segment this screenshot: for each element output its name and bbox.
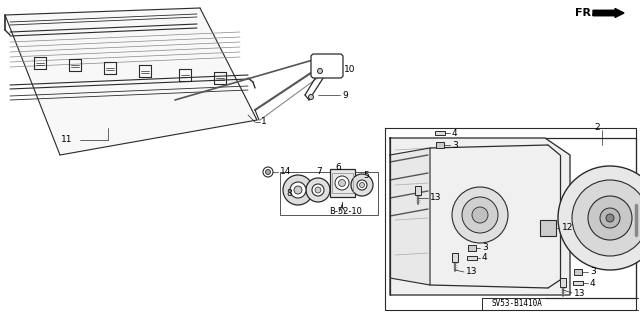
Bar bbox=[330, 169, 355, 197]
Text: 5: 5 bbox=[363, 170, 369, 180]
Text: 13: 13 bbox=[430, 194, 442, 203]
Circle shape bbox=[335, 176, 349, 190]
Bar bbox=[435, 131, 445, 135]
Text: 3: 3 bbox=[590, 268, 596, 277]
FancyArrow shape bbox=[593, 9, 624, 18]
Text: 1: 1 bbox=[261, 117, 267, 127]
Circle shape bbox=[266, 169, 271, 174]
Circle shape bbox=[600, 208, 620, 228]
Text: 10: 10 bbox=[344, 65, 355, 75]
Text: FR.: FR. bbox=[575, 8, 595, 18]
Circle shape bbox=[452, 187, 508, 243]
Circle shape bbox=[462, 197, 498, 233]
Bar bbox=[468, 245, 476, 251]
Circle shape bbox=[357, 180, 367, 190]
Bar bbox=[574, 269, 582, 275]
Text: B-52-10: B-52-10 bbox=[329, 207, 362, 217]
Bar bbox=[467, 256, 477, 260]
Text: 7: 7 bbox=[316, 167, 322, 176]
Text: 3: 3 bbox=[452, 140, 458, 150]
Bar bbox=[332, 173, 353, 193]
Circle shape bbox=[339, 180, 346, 187]
Circle shape bbox=[472, 207, 488, 223]
Polygon shape bbox=[5, 8, 257, 155]
Text: 6: 6 bbox=[335, 164, 340, 173]
Circle shape bbox=[308, 94, 314, 100]
Text: 4: 4 bbox=[590, 278, 596, 287]
Circle shape bbox=[263, 167, 273, 177]
Bar bbox=[415, 186, 421, 195]
Circle shape bbox=[290, 182, 306, 198]
Circle shape bbox=[283, 175, 313, 205]
Circle shape bbox=[317, 69, 323, 73]
Text: 8: 8 bbox=[286, 189, 292, 197]
Bar bbox=[280, 172, 378, 215]
Text: 9: 9 bbox=[342, 91, 348, 100]
Text: 13: 13 bbox=[574, 288, 586, 298]
Circle shape bbox=[558, 166, 640, 270]
Text: 11: 11 bbox=[61, 136, 72, 145]
Text: 14: 14 bbox=[280, 167, 291, 176]
Circle shape bbox=[312, 184, 324, 196]
Bar bbox=[436, 142, 444, 148]
Circle shape bbox=[315, 187, 321, 193]
Circle shape bbox=[306, 178, 330, 202]
Text: 2: 2 bbox=[594, 122, 600, 131]
Bar bbox=[452, 253, 458, 262]
Polygon shape bbox=[390, 138, 570, 295]
Bar bbox=[540, 220, 556, 236]
Circle shape bbox=[294, 186, 302, 194]
Circle shape bbox=[572, 180, 640, 256]
Text: 12: 12 bbox=[562, 224, 573, 233]
Polygon shape bbox=[385, 128, 636, 310]
Text: 13: 13 bbox=[466, 268, 477, 277]
Text: 4: 4 bbox=[482, 254, 488, 263]
Polygon shape bbox=[390, 148, 430, 285]
Bar bbox=[573, 281, 583, 285]
Circle shape bbox=[588, 196, 632, 240]
Circle shape bbox=[360, 182, 365, 188]
Text: 3: 3 bbox=[482, 243, 488, 253]
Circle shape bbox=[606, 214, 614, 222]
Text: SV53-B1410A: SV53-B1410A bbox=[492, 300, 543, 308]
Circle shape bbox=[351, 174, 373, 196]
FancyBboxPatch shape bbox=[311, 54, 343, 78]
Text: 4: 4 bbox=[452, 129, 458, 137]
Bar bbox=[560, 278, 566, 287]
